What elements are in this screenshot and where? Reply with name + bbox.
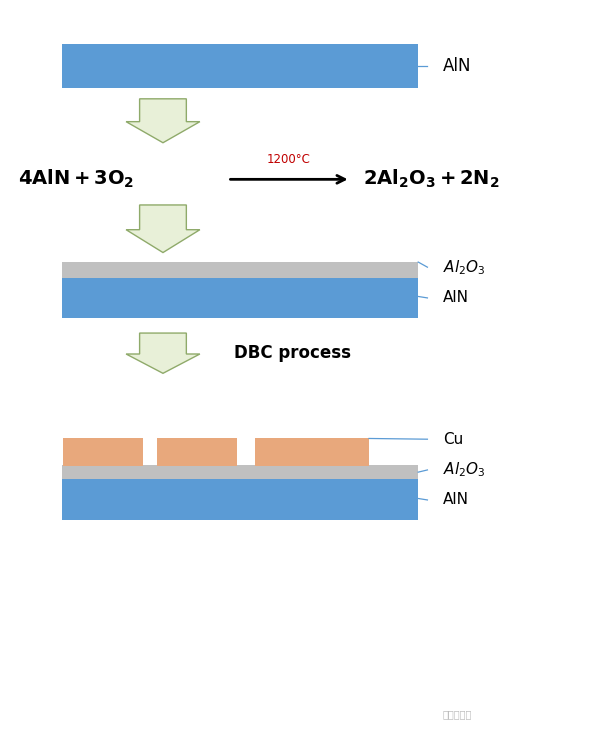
- Text: Cu: Cu: [443, 432, 463, 447]
- Text: DBC process: DBC process: [234, 344, 351, 362]
- Text: AlN: AlN: [443, 57, 471, 75]
- Bar: [62, 44, 418, 88]
- Bar: [62, 477, 418, 520]
- Text: AlN: AlN: [443, 493, 469, 507]
- Bar: [255, 438, 369, 466]
- Text: $\mathbf{2Al_2O_3+2N_2}$: $\mathbf{2Al_2O_3+2N_2}$: [363, 168, 499, 190]
- Text: $Al_2O_3$: $Al_2O_3$: [443, 258, 485, 277]
- Polygon shape: [126, 99, 200, 143]
- Text: 1200°C: 1200°C: [267, 153, 311, 166]
- Bar: [62, 274, 418, 318]
- Polygon shape: [126, 333, 200, 373]
- Text: AlN: AlN: [443, 291, 469, 305]
- Bar: [62, 465, 418, 479]
- Text: $Al_2O_3$: $Al_2O_3$: [443, 460, 485, 479]
- Bar: [157, 438, 237, 466]
- Polygon shape: [126, 205, 200, 253]
- Bar: [62, 262, 418, 278]
- Text: $\mathbf{4AlN+3O_2}$: $\mathbf{4AlN+3O_2}$: [18, 168, 135, 190]
- Text: 艾邦陶瓷展: 艾邦陶瓷展: [443, 709, 472, 719]
- Bar: [63, 438, 143, 466]
